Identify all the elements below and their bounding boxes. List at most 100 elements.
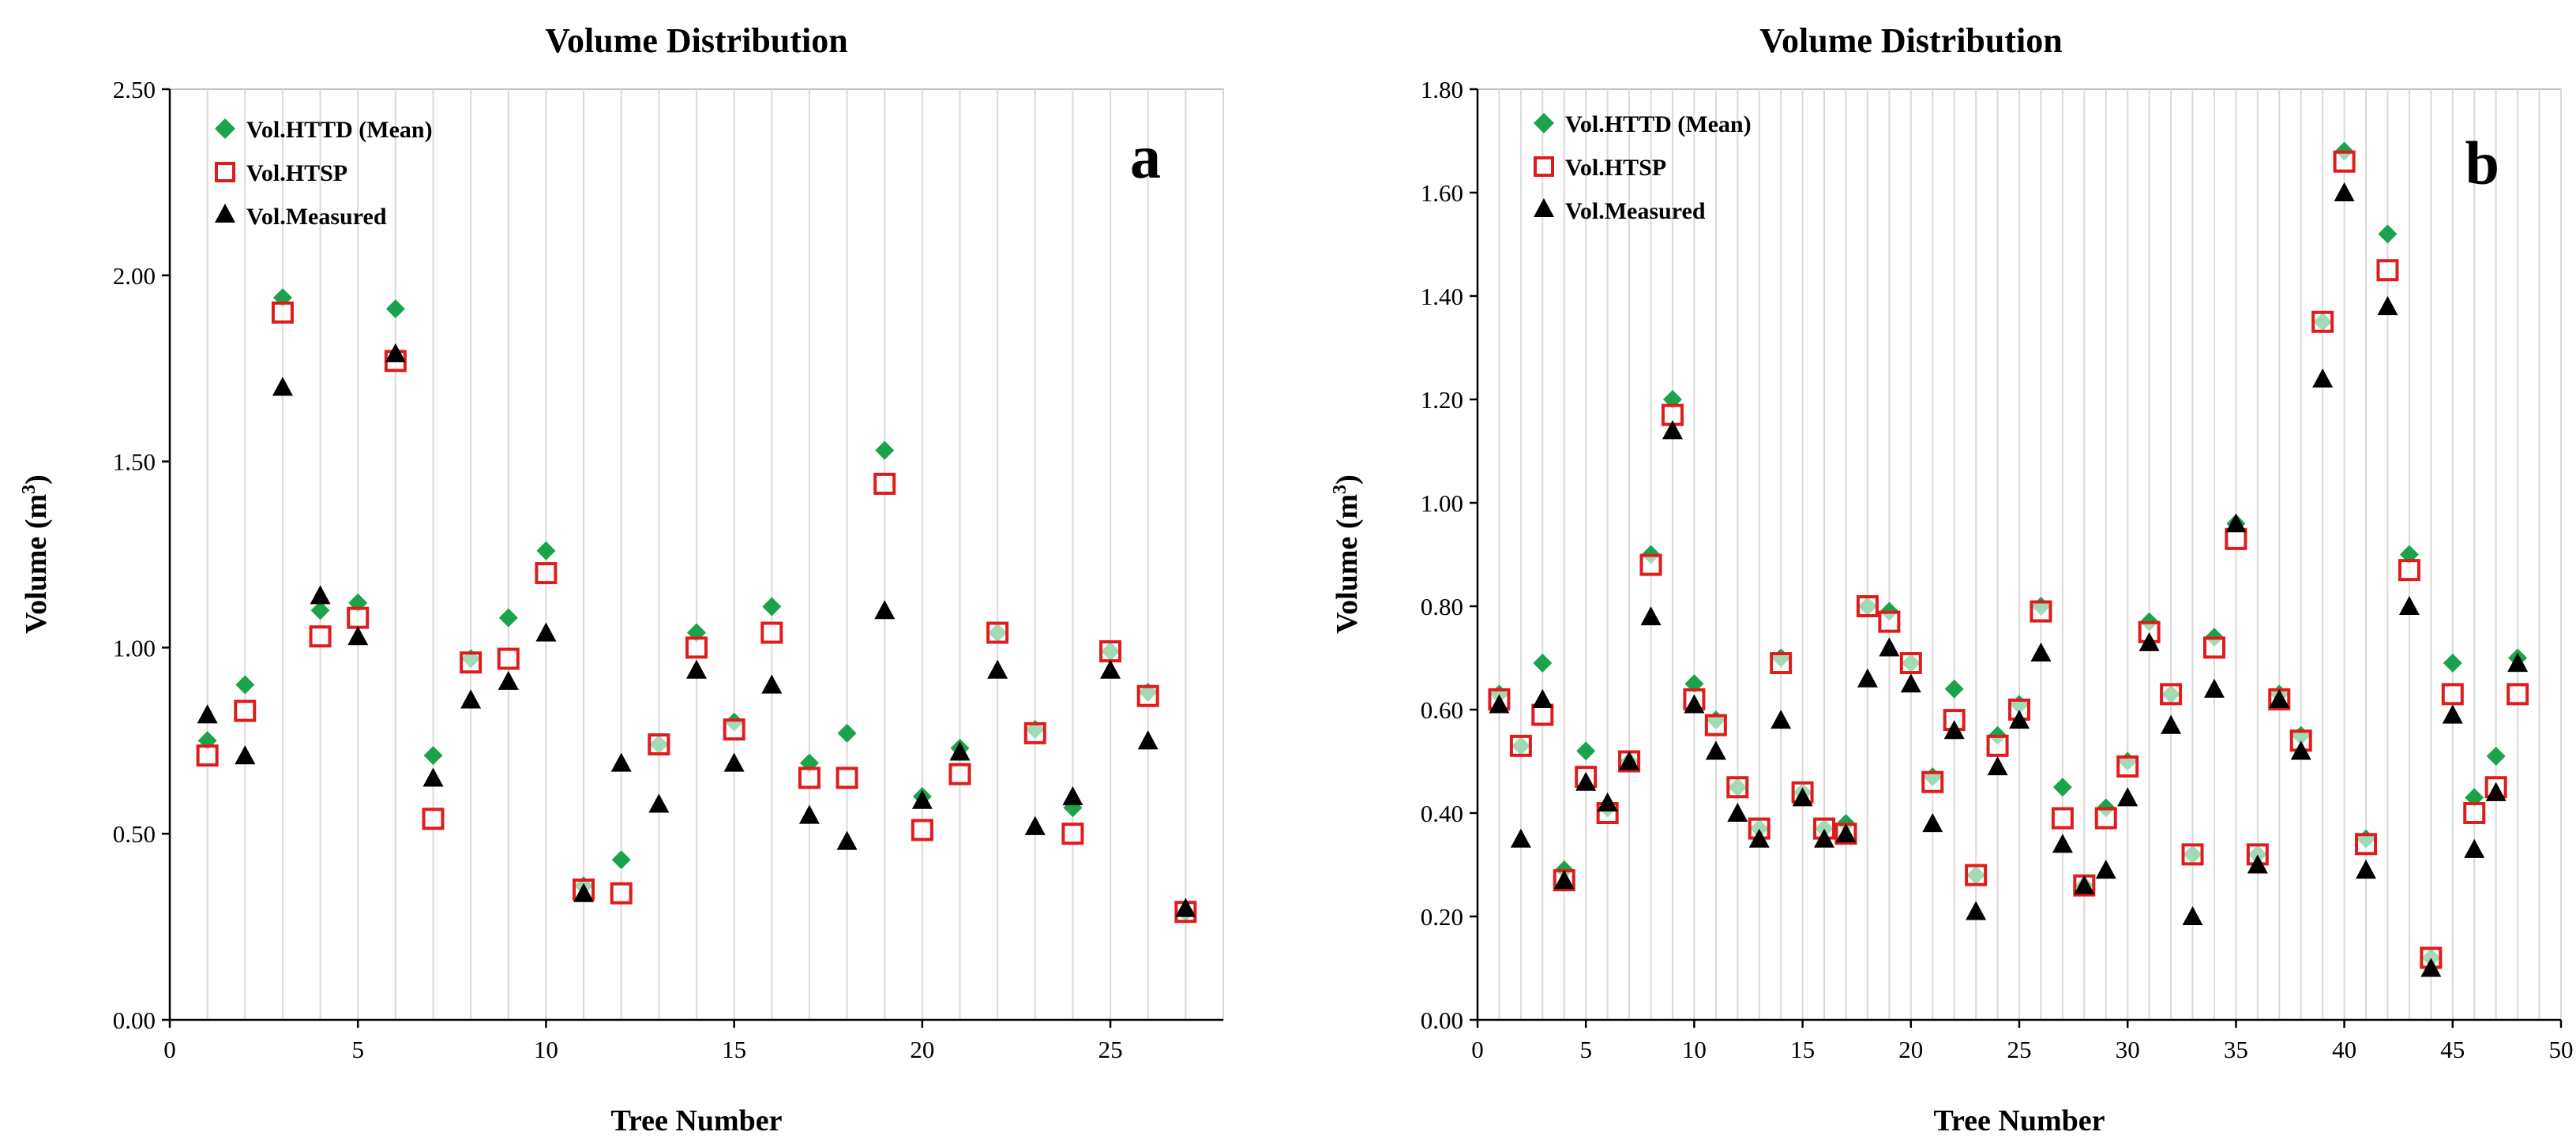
chart-a-point-httd xyxy=(498,608,518,628)
chart-a-point-measured xyxy=(610,752,632,772)
chart-b-point-htsp xyxy=(2160,683,2183,706)
chart-a-y-tick-label: 0.50 xyxy=(113,820,156,848)
chart-b-point-measured xyxy=(2507,653,2529,673)
chart-b-gridlines xyxy=(1498,89,2562,1020)
chart-b-y-tick-label: 1.00 xyxy=(1421,489,1463,517)
chart-a-point-htsp xyxy=(460,651,483,674)
chart-b-y-tick-label: 1.80 xyxy=(1421,76,1463,103)
chart-b-point-measured xyxy=(2182,906,2203,926)
chart-a-y-tick-label: 1.50 xyxy=(113,448,156,476)
chart-a-point-measured xyxy=(949,741,971,761)
chart-b-point-measured xyxy=(1748,828,1770,848)
chart-b: Volume Distribution 0.00 0.20 0.40 0.60 0.80… xyxy=(1330,21,2574,1137)
chart-b-point-measured xyxy=(1553,870,1575,890)
chart-b-point-htsp xyxy=(1770,652,1793,675)
chart-b-x-tick-label: 45 xyxy=(2440,1036,2465,1063)
chart-b-point-htsp xyxy=(2030,600,2052,623)
chart-a-point-measured xyxy=(987,659,1008,679)
chart-a-legend-marker-htsp xyxy=(215,162,235,182)
chart-b-point-htsp xyxy=(2463,802,2486,824)
chart-a-y-tick-label: 2.50 xyxy=(113,76,156,103)
chart-a-point-measured xyxy=(535,622,557,642)
chart-b-point-htsp xyxy=(2398,559,2420,582)
chart-b-point-measured xyxy=(2009,710,2030,729)
chart-b-points xyxy=(1488,141,2529,977)
chart-b-series-htsp xyxy=(1488,150,2529,969)
chart-a-point-htsp xyxy=(309,625,332,648)
chart-a-y-tick-label: 1.00 xyxy=(113,634,156,661)
chart-a-x-tick-label: 20 xyxy=(910,1036,934,1063)
chart-b-point-measured xyxy=(1662,420,1683,440)
chart-b-legend: Vol.HTTD (Mean) Vol.HTSP Vol.Measured xyxy=(1534,111,1752,224)
chart-b-point-measured xyxy=(2074,875,2095,894)
chart-b-x-tick-label: 35 xyxy=(2224,1036,2248,1063)
chart-a-point-measured xyxy=(836,830,858,850)
chart-a-legend-label-htsp: Vol.HTSP xyxy=(246,160,347,186)
chart-b-point-measured xyxy=(1619,751,1640,770)
chart-b-point-measured xyxy=(1792,787,1813,807)
chart-b-point-htsp xyxy=(1509,734,1532,757)
chart-b-point-htsp xyxy=(1921,770,1944,793)
chart-b-y-tick-label: 1.60 xyxy=(1421,179,1463,207)
chart-a-point-htsp xyxy=(873,472,896,495)
chart-a-point-measured xyxy=(1175,898,1196,917)
chart-b-series-measured xyxy=(1489,182,2529,977)
chart-a-y-tick-label: 2.00 xyxy=(113,262,156,290)
chart-a-point-htsp xyxy=(986,621,1009,644)
chart-b-point-httd xyxy=(2378,224,2398,244)
chart-a-point-httd xyxy=(235,675,255,695)
chart-a-legend-label-measured: Vol.Measured xyxy=(246,204,387,230)
chart-b-point-measured xyxy=(2312,368,2334,388)
chart-a-gridlines xyxy=(206,89,1224,1020)
chart-a-point-measured xyxy=(347,626,369,646)
chart-b-point-measured xyxy=(2139,631,2160,651)
chart-b-point-httd xyxy=(2052,778,2072,797)
chart-a-point-htsp xyxy=(760,621,783,644)
chart-b-point-httd xyxy=(1576,741,1596,761)
chart-b-point-htsp xyxy=(1856,595,1879,617)
chart-b-point-htsp xyxy=(2333,150,2356,173)
chart-a-x-tick-label: 10 xyxy=(534,1036,558,1063)
chart-b-point-httd xyxy=(1944,679,1964,699)
chart-b-legend-label-measured: Vol.Measured xyxy=(1565,198,1706,224)
chart-b-point-measured xyxy=(2334,182,2355,202)
chart-b-x-axis-label: Tree Number xyxy=(1933,1104,2105,1137)
chart-a-points xyxy=(196,288,1197,924)
chart-b-point-htsp xyxy=(1986,734,2009,757)
chart-b-point-httd xyxy=(1533,654,1553,673)
chart-a-x-tick-label: 5 xyxy=(351,1036,364,1063)
chart-b-y-tick-label: 0.00 xyxy=(1421,1006,1463,1034)
chart-a-point-measured xyxy=(723,752,745,772)
chart-b-y-tick-label: 1.20 xyxy=(1421,386,1463,414)
chart-b-point-htsp xyxy=(2355,833,2378,856)
chart-a-point-htsp xyxy=(271,301,294,324)
chart-a-point-htsp xyxy=(610,882,633,905)
chart-b-point-measured xyxy=(1597,792,1618,811)
chart-b-x-tick-label: 10 xyxy=(1682,1036,1707,1063)
chart-b-x-ticks: 0 5 10 15 20 25 30 35 40 45 50 xyxy=(1471,1020,2574,1063)
chart-a-point-measured xyxy=(761,674,783,694)
chart-a-point-measured xyxy=(1062,786,1083,806)
chart-a-point-htsp xyxy=(685,636,708,659)
chart-a-point-httd xyxy=(385,299,405,319)
chart-a-point-htsp xyxy=(836,766,858,789)
chart-b-point-measured xyxy=(2377,296,2398,316)
chart-a-point-htsp xyxy=(723,718,745,741)
chart-b-x-tick-label: 50 xyxy=(2549,1036,2574,1063)
chart-a-legend: Vol.HTTD (Mean) Vol.HTSP Vol.Measured xyxy=(215,117,433,230)
chart-a-point-httd xyxy=(423,746,443,766)
chart-b-point-measured xyxy=(2203,678,2225,698)
chart-a-point-measured xyxy=(422,767,444,787)
chart-b-point-measured xyxy=(2464,838,2485,858)
chart-b-point-measured xyxy=(2052,834,2073,853)
chart-b-point-htsp xyxy=(1639,553,1662,576)
chart-b-point-htsp xyxy=(2181,843,2204,866)
chart-b-point-htsp xyxy=(2225,527,2247,550)
chart-b-point-measured xyxy=(1771,710,1792,729)
chart-a-point-measured xyxy=(1100,659,1121,679)
chart-a-x-tick-label: 0 xyxy=(163,1036,176,1063)
chart-a-point-measured xyxy=(648,793,670,813)
chart-a-y-tick-label: 0.00 xyxy=(113,1006,156,1034)
chart-b-point-htsp xyxy=(2116,755,2139,778)
chart-b-point-measured xyxy=(2117,787,2139,807)
